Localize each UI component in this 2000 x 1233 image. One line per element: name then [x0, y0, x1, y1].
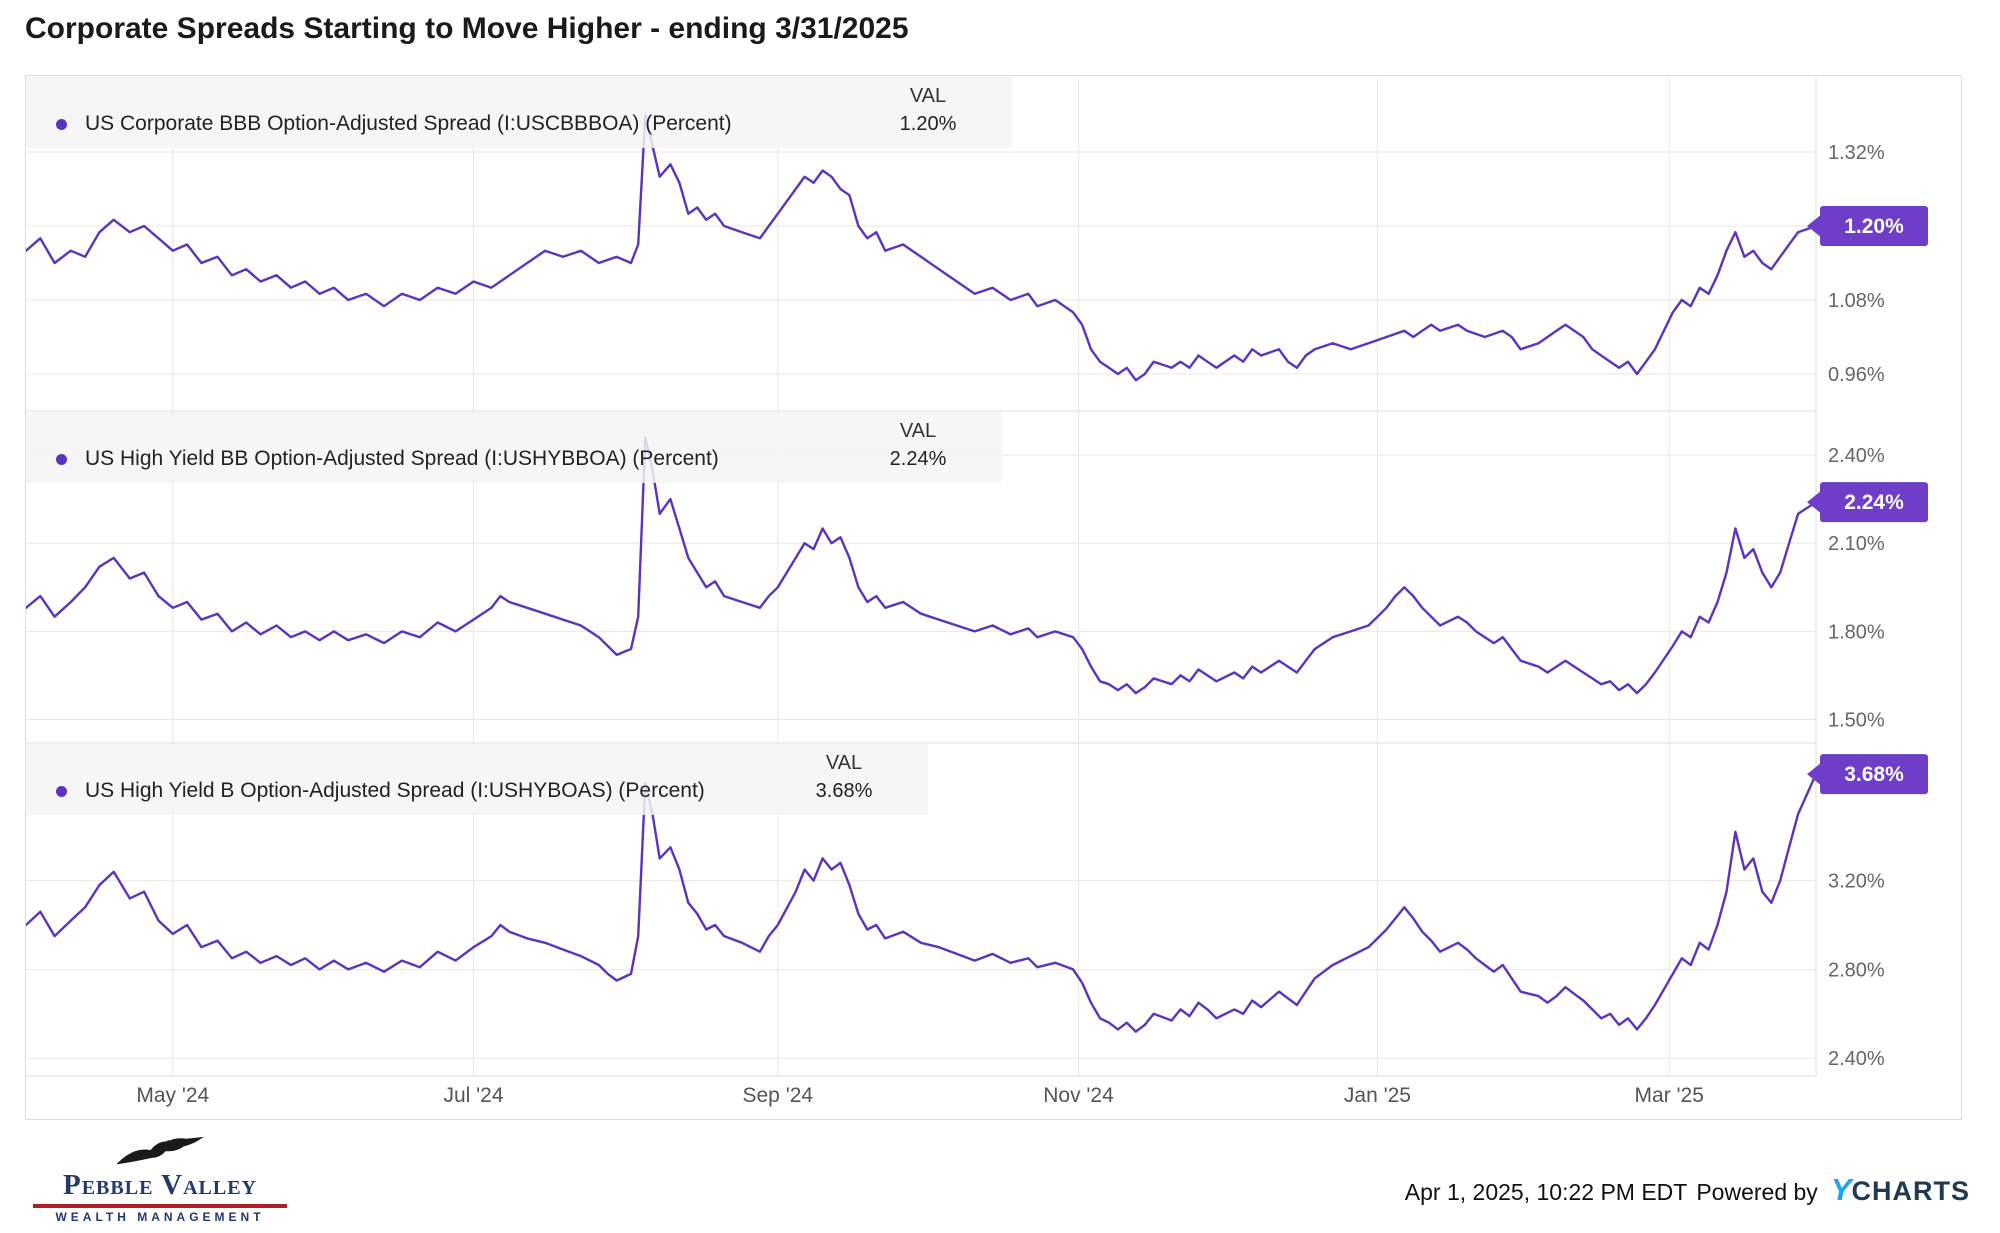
ycharts-logo: Y CHARTS [1831, 1172, 1970, 1208]
brand-subtitle: WEALTH MANAGEMENT [55, 1209, 265, 1224]
last-value-badge-arrow [1807, 762, 1822, 787]
x-axis-label: Jul '24 [443, 1084, 503, 1107]
y-axis-tick-label: 2.10% [1828, 533, 1885, 555]
series-line [26, 436, 1818, 695]
legend-series-entry: US High Yield B Option-Adjusted Spread (… [56, 779, 796, 803]
series-color-dot [56, 118, 67, 130]
x-axis-label: Jan '25 [1344, 1084, 1411, 1107]
legend-panel-2: VAL US High Yield BB Option-Adjusted Spr… [26, 412, 1002, 483]
timestamp: Apr 1, 2025, 10:22 PM EDT [1404, 1179, 1688, 1205]
eagle-icon [116, 1136, 204, 1165]
x-axis-label: May '24 [136, 1084, 209, 1107]
y-axis-tick-label: 0.96% [1828, 364, 1885, 386]
series-current-value: 1.20% [899, 112, 957, 135]
legend-panel-1: VAL US Corporate BBB Option-Adjusted Spr… [26, 77, 1012, 148]
ycharts-y-glyph: Y [1830, 1172, 1852, 1207]
last-value-badge [1820, 482, 1928, 523]
series-label: US High Yield BB Option-Adjusted Spread … [85, 447, 719, 470]
x-axis-label: Mar '25 [1635, 1084, 1704, 1107]
series-current-value: 2.24% [889, 447, 947, 470]
footer-stamp: Apr 1, 2025, 10:22 PM EDT Powered by Y CH… [1405, 1172, 1970, 1208]
series-line [26, 113, 1818, 382]
y-axis-tick-label: 1.32% [1828, 142, 1885, 164]
legend-series-entry: US High Yield BB Option-Adjusted Spread … [56, 447, 870, 471]
series-current-value: 3.68% [815, 779, 873, 802]
series-label: US Corporate BBB Option-Adjusted Spread … [85, 112, 732, 135]
y-axis-tick-label: 2.80% [1828, 959, 1885, 981]
val-column-header: VAL [899, 420, 937, 442]
chart-canvas: 1.32% 1.20% 1.08% 0.96% 2.40% 2.10% 1.80% 1.50%… [26, 78, 1928, 1107]
val-column-header: VAL [825, 752, 863, 774]
last-value-badge [1820, 206, 1928, 246]
val-column-header: VAL [909, 85, 947, 107]
last-value-badge-label: 1.20% [1844, 215, 1904, 238]
series-color-dot [56, 453, 67, 465]
last-value-badge [1820, 754, 1928, 795]
last-value-badge-label: 3.68% [1844, 763, 1904, 786]
x-axis-label: Sep '24 [743, 1084, 814, 1107]
y-axis-tick-label: 2.40% [1828, 1048, 1885, 1070]
series-color-dot [56, 785, 67, 797]
x-axis-label: Nov '24 [1043, 1084, 1114, 1107]
last-value-badge-arrow [1807, 490, 1822, 515]
y-axis-tick-label: 1.80% [1828, 621, 1885, 643]
chart-container[interactable]: 1.32% 1.20% 1.08% 0.96% 2.40% 2.10% 1.80% 1.50%… [25, 75, 1962, 1120]
series-line [26, 772, 1818, 1033]
series-label: US High Yield B Option-Adjusted Spread (… [85, 779, 705, 802]
last-value-badge-label: 2.24% [1844, 491, 1904, 514]
powered-by-label: Powered by [1696, 1179, 1818, 1205]
legend-panel-3: VAL US High Yield B Option-Adjusted Spre… [26, 744, 928, 815]
last-value-badge-arrow [1807, 214, 1822, 238]
brand-name: Pebble Valley [63, 1169, 257, 1201]
chart-title: Corporate Spreads Starting to Move Highe… [25, 12, 909, 45]
ycharts-wordmark: CHARTS [1851, 1176, 1970, 1206]
pebble-valley-logo: Pebble Valley WEALTH MANAGEMENT [25, 1134, 295, 1224]
brand-rule [33, 1203, 287, 1208]
legend-series-entry: US Corporate BBB Option-Adjusted Spread … [56, 112, 880, 136]
y-axis-tick-label: 3.20% [1828, 871, 1885, 893]
y-axis-tick-label: 1.08% [1828, 290, 1885, 312]
y-axis-tick-label: 2.40% [1828, 445, 1885, 467]
y-axis-tick-label: 1.50% [1828, 709, 1885, 731]
